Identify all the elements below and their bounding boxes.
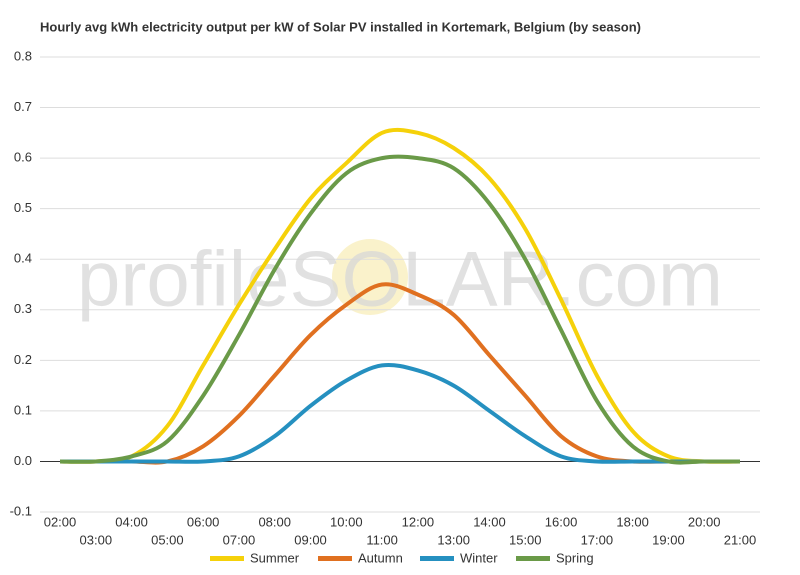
legend-swatch [420, 556, 454, 561]
x-tick-label: 18:00 [616, 514, 649, 529]
watermark-logo [332, 239, 408, 315]
x-tick-label: 17:00 [581, 532, 614, 547]
y-tick-label: 0.7 [14, 99, 32, 114]
y-tick-label: 0.0 [14, 453, 32, 468]
x-tick-label: 04:00 [115, 514, 148, 529]
y-tick-label: 0.5 [14, 200, 32, 215]
x-tick-label: 07:00 [223, 532, 256, 547]
x-tick-label: 02:00 [44, 514, 77, 529]
legend-label: Summer [250, 550, 300, 565]
y-tick-label: 0.4 [14, 251, 32, 266]
x-tick-label: 13:00 [437, 532, 470, 547]
legend-label: Winter [460, 550, 498, 565]
y-tick-label: 0.8 [14, 48, 32, 63]
chart-title: Hourly avg kWh electricity output per kW… [40, 19, 641, 34]
y-tick-label: 0.1 [14, 402, 32, 417]
y-tick-label: 0.2 [14, 352, 32, 367]
legend-label: Spring [556, 550, 594, 565]
legend-swatch [318, 556, 352, 561]
y-tick-label: -0.1 [10, 503, 32, 518]
y-tick-label: 0.6 [14, 150, 32, 165]
x-tick-label: 20:00 [688, 514, 721, 529]
x-tick-label: 21:00 [724, 532, 757, 547]
x-tick-label: 19:00 [652, 532, 685, 547]
x-tick-label: 09:00 [294, 532, 327, 547]
x-tick-label: 10:00 [330, 514, 363, 529]
x-tick-label: 14:00 [473, 514, 506, 529]
x-tick-label: 05:00 [151, 532, 184, 547]
legend-swatch [516, 556, 550, 561]
watermark: profileSOLAR.com [77, 235, 723, 323]
series-line [60, 362, 740, 464]
x-tick-label: 11:00 [366, 532, 398, 547]
x-tick-label: 03:00 [80, 532, 113, 547]
x-tick-label: 16:00 [545, 514, 578, 529]
x-tick-label: 08:00 [258, 514, 291, 529]
series-line [59, 154, 740, 465]
x-tick-label: 12:00 [402, 514, 435, 529]
x-tick-label: 15:00 [509, 532, 542, 547]
x-tick-label: 06:00 [187, 514, 220, 529]
series-line [59, 127, 741, 464]
legend-label: Autumn [358, 550, 403, 565]
y-tick-label: 0.3 [14, 301, 32, 316]
legend-swatch [210, 556, 244, 561]
